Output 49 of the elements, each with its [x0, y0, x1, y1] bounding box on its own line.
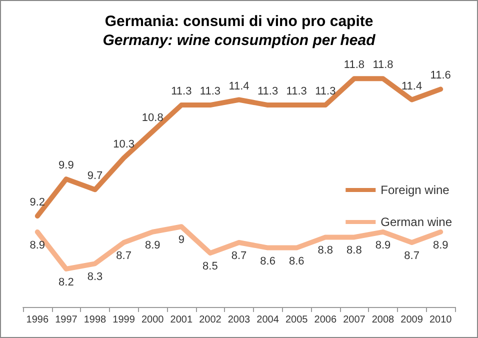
data-label: 8.8 [318, 244, 334, 257]
data-label: 10.8 [142, 112, 164, 124]
x-tick-label: 2000 [141, 314, 164, 326]
data-label: 10.3 [113, 138, 135, 150]
x-tick-label: 2003 [228, 314, 251, 326]
data-label: 8.6 [288, 255, 304, 268]
legend-label: German wine [380, 215, 452, 229]
data-label: 11.4 [402, 80, 422, 92]
x-tick-label: 2005 [285, 314, 308, 326]
data-label: 8.3 [87, 271, 103, 284]
data-label: 9 [178, 234, 184, 246]
chart-subtitle: Germany: wine consumption per head [102, 32, 376, 49]
x-tick-label: 1997 [55, 314, 78, 326]
x-tick-label: 2002 [199, 314, 222, 326]
data-label: 8.2 [58, 276, 74, 288]
x-tick-label: 2007 [343, 314, 366, 326]
x-tick-label: 1996 [26, 314, 49, 326]
data-label: 8.7 [116, 250, 132, 262]
data-label: 9.9 [58, 160, 74, 172]
data-label: 11.8 [344, 59, 364, 72]
data-label: 9.7 [87, 170, 103, 182]
data-label: 11.3 [171, 86, 192, 98]
data-label: 8.9 [375, 239, 391, 252]
data-label: 9.2 [30, 196, 46, 209]
x-tick-label: 2006 [314, 314, 337, 326]
x-tick-label: 2004 [256, 314, 280, 326]
data-label: 11.3 [200, 86, 220, 98]
data-label: 11.3 [258, 86, 278, 98]
data-label: 11.8 [372, 59, 394, 72]
data-label: 11.3 [315, 86, 336, 98]
data-label: 8.7 [231, 250, 247, 262]
chart-title: Germania: consumi di vino pro capite [104, 13, 374, 30]
data-label: 8.9 [30, 239, 46, 252]
data-label: 8.9 [432, 239, 448, 252]
data-label: 8.6 [260, 255, 276, 268]
x-tick-label: 1998 [84, 314, 107, 326]
x-tick-label: 2001 [170, 314, 193, 326]
x-tick-label: 2010 [429, 314, 452, 326]
data-label: 11.3 [286, 86, 307, 98]
data-label: 8.9 [144, 239, 160, 252]
data-label: 11.4 [228, 80, 250, 92]
data-label: 8.8 [346, 244, 362, 257]
data-label: 8.7 [404, 250, 420, 262]
data-label: 8.5 [202, 260, 218, 273]
x-tick-label: 2009 [400, 314, 424, 326]
x-tick-label: 1999 [112, 314, 136, 326]
data-label: 11.6 [430, 70, 451, 82]
legend-label: Foreign wine [380, 183, 450, 197]
x-tick-label: 2008 [372, 314, 395, 326]
